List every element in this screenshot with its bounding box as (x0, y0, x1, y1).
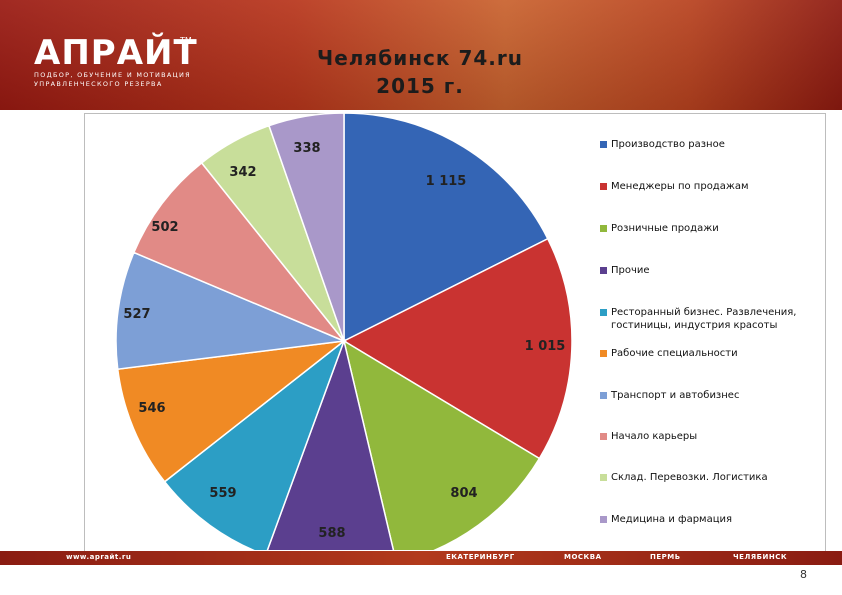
legend-item-1: Производство разное (600, 138, 816, 151)
footer-website[interactable]: www.apraйt.ru (66, 553, 132, 561)
legend-swatch-7 (600, 392, 607, 399)
pie-chart: 1 115 1 015 804 588 559 546 527 502 342 338 (115, 113, 573, 550)
legend-item-8: Начало карьеры (600, 430, 816, 443)
legend-item-2: Менеджеры по продажам (600, 180, 816, 193)
legend-item-9: Склад. Перевозки. Логистика (600, 471, 816, 484)
legend-label-5: Ресторанный бизнес. Развлечения, гостини… (611, 307, 797, 331)
company-logo: АПРАЙТ TM ПОДБОР, ОБУЧЕНИЕ И МОТИВАЦИЯ У… (34, 36, 198, 88)
logo-brand: АПРАЙТ (34, 33, 198, 73)
page-number: 8 (800, 568, 807, 581)
legend-item-4: Прочие (600, 264, 816, 277)
footer-city-moscow: МОСКВА (564, 553, 602, 561)
logo-trademark: TM (180, 36, 192, 45)
pie-slice-3 (342, 339, 541, 550)
pie-slice-4 (266, 338, 395, 550)
legend-item-3: Розничные продажи (600, 222, 816, 235)
legend-label-9: Склад. Перевозки. Логистика (611, 472, 768, 483)
pie-slice-7 (115, 251, 347, 371)
legend-item-6: Рабочие специальности (600, 347, 816, 360)
legend-item-10: Медицина и фармация (600, 513, 816, 526)
legend-label-4: Прочие (611, 265, 650, 276)
pie-data-labels: 1 115 1 015 804 588 559 546 527 502 342 338 (123, 141, 565, 541)
pie-data-label-2: 1 015 (525, 339, 566, 354)
pie-data-label-3: 804 (450, 486, 477, 501)
footer-city-chelyabinsk: ЧЕЛЯБИНСК (733, 553, 788, 561)
pie-data-label-5: 559 (209, 486, 236, 501)
pie-data-label-4: 588 (318, 526, 345, 541)
legend-label-10: Медицина и фармация (611, 514, 733, 525)
logo-tagline-1: ПОДБОР, ОБУЧЕНИЕ И МОТИВАЦИЯ (34, 71, 191, 79)
legend-swatch-3 (600, 225, 607, 232)
legend-label-7: Транспорт и автобизнес (611, 390, 740, 401)
footer-city-perm: ПЕРМЬ (650, 553, 681, 561)
slide-title-line-2: 2015 г. (376, 74, 464, 98)
legend-label-6: Рабочие специальности (611, 348, 738, 359)
pie-data-label-6: 546 (138, 401, 165, 416)
pie-slice-2 (342, 237, 573, 460)
legend-label-1: Производство разное (611, 139, 725, 150)
logo-tagline-2: УПРАВЛЕНЧЕСКОГО РЕЗЕРВА (34, 80, 163, 88)
pie-slice-1 (343, 113, 549, 343)
legend-item-5: Ресторанный бизнес. Развлечения, гостини… (600, 306, 816, 332)
pie-data-label-8: 502 (151, 220, 178, 235)
pie-data-label-10: 338 (293, 141, 320, 156)
header-banner: АПРАЙТ TM ПОДБОР, ОБУЧЕНИЕ И МОТИВАЦИЯ У… (0, 0, 842, 110)
footer-bar: www.apraйt.ru ЕКАТЕРИНБУРГ МОСКВА ПЕРМЬ … (0, 551, 842, 565)
legend-swatch-2 (600, 183, 607, 190)
legend-item-7: Транспорт и автобизнес (600, 389, 816, 402)
legend-swatch-5 (600, 309, 607, 316)
legend-label-2: Менеджеры по продажам (611, 181, 749, 192)
pie-slice-10 (268, 113, 345, 342)
legend-swatch-8 (600, 433, 607, 440)
pie-data-label-7: 527 (123, 307, 150, 322)
footer-city-ekaterinburg: ЕКАТЕРИНБУРГ (446, 553, 515, 561)
legend-swatch-9 (600, 474, 607, 481)
slide-title: Челябинск 74.ru 2015 г. (290, 44, 550, 100)
pie-data-label-1: 1 115 (426, 174, 467, 189)
pie-slice-5 (163, 338, 346, 550)
legend-swatch-6 (600, 350, 607, 357)
pie-slice-6 (116, 339, 347, 483)
legend-swatch-10 (600, 516, 607, 523)
slide-title-line-1: Челябинск 74.ru (317, 46, 523, 70)
pie-data-label-9: 342 (229, 165, 256, 180)
legend-label-3: Розничные продажи (611, 223, 719, 234)
pie-slice-8 (132, 161, 345, 342)
legend-swatch-4 (600, 267, 607, 274)
legend-label-8: Начало карьеры (611, 431, 698, 442)
legend-swatch-1 (600, 141, 607, 148)
pie-slices (115, 113, 573, 550)
